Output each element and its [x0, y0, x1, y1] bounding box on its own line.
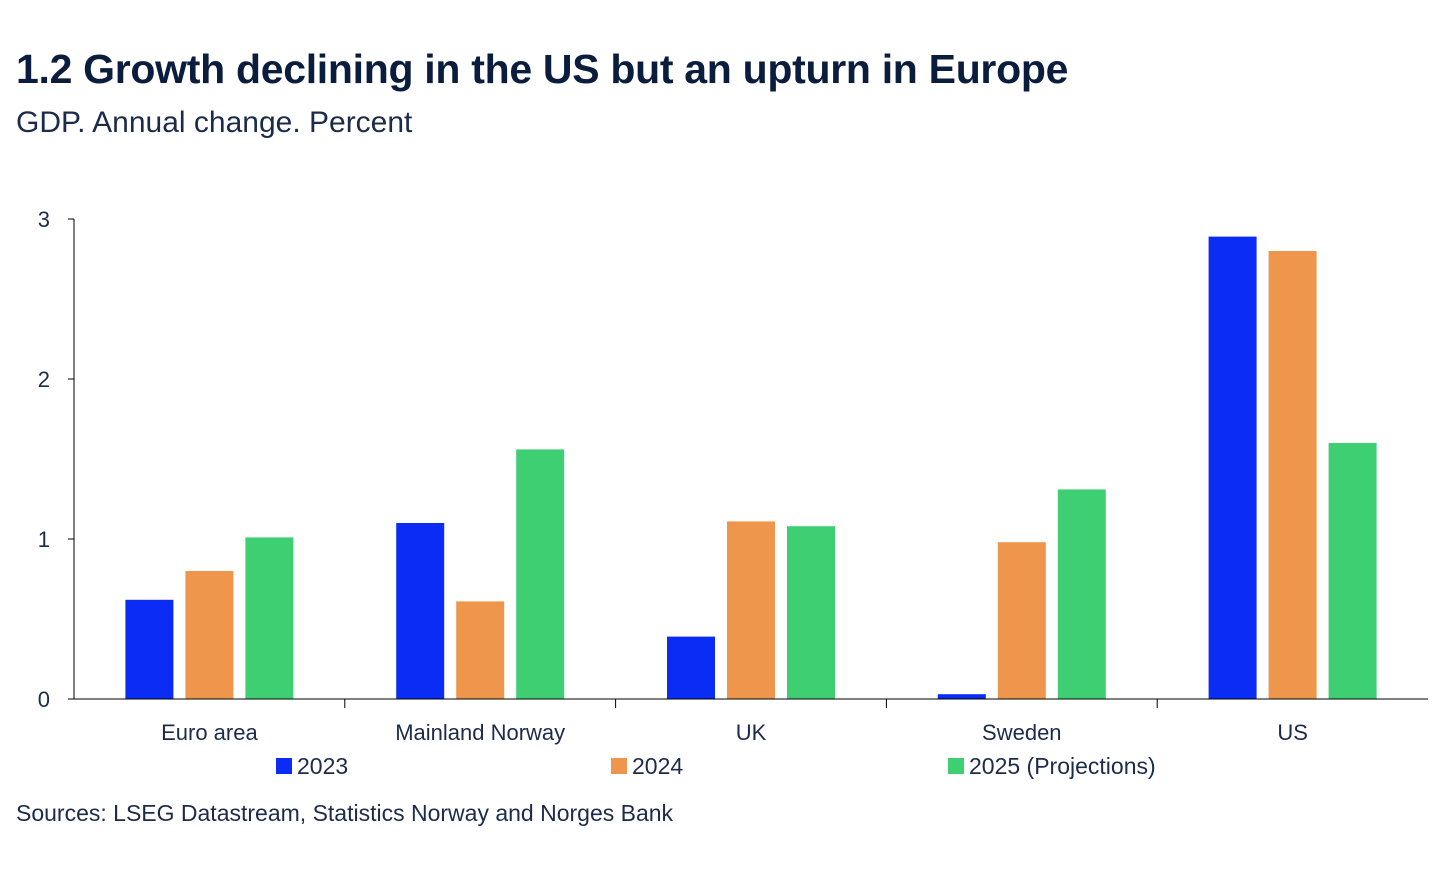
legend-swatch-2023	[276, 758, 292, 774]
bar-2023-us	[1208, 236, 1257, 699]
bar-2023-euro-area	[125, 599, 174, 699]
bar-2023-sweden	[937, 694, 986, 699]
source-note: Sources: LSEG Datastream, Statistics Nor…	[16, 800, 674, 826]
legend-label-2024: 2024	[632, 753, 683, 779]
x-tick-label-sweden: Sweden	[982, 720, 1062, 745]
y-tick-labels: 0 1 2 3	[38, 207, 50, 712]
chart-subtitle: GDP. Annual change. Percent	[16, 106, 413, 139]
bar-2023-uk	[667, 636, 715, 699]
bar-2025-mainland-norway	[516, 449, 565, 699]
bar-2024-sweden	[997, 542, 1046, 699]
legend-label-2023: 2023	[297, 753, 348, 779]
y-tick-label-0: 0	[38, 687, 50, 712]
bar-2024-mainland-norway	[456, 601, 505, 699]
y-tick-label-2: 2	[38, 367, 50, 392]
axes-group	[68, 218, 1428, 708]
y-tick-label-3: 3	[38, 207, 50, 232]
bar-2025-sweden	[1057, 489, 1106, 699]
x-tick-label-us: US	[1277, 720, 1308, 745]
bars-group	[125, 236, 1377, 699]
legend: 2023 2024 2025 (Projections)	[276, 753, 1156, 779]
bar-2023-mainland-norway	[396, 523, 445, 699]
chart-title: 1.2 Growth declining in the US but an up…	[16, 46, 1069, 92]
bar-2024-us	[1268, 251, 1317, 699]
legend-label-2025: 2025 (Projections)	[969, 753, 1156, 779]
x-tick-label-mainland-norway: Mainland Norway	[395, 720, 565, 745]
bar-2024-euro-area	[185, 571, 234, 699]
bar-2025-us	[1328, 443, 1377, 699]
bar-2024-uk	[727, 521, 775, 699]
y-tick-label-1: 1	[38, 527, 50, 552]
x-tick-label-euro-area: Euro area	[161, 720, 258, 745]
x-tick-label-uk: UK	[736, 720, 767, 745]
bar-2025-euro-area	[245, 537, 294, 699]
x-tick-labels: Euro area Mainland Norway UK Sweden US	[161, 720, 1308, 745]
bar-2025-uk	[787, 526, 835, 699]
legend-swatch-2025	[948, 758, 964, 774]
legend-swatch-2024	[611, 758, 627, 774]
